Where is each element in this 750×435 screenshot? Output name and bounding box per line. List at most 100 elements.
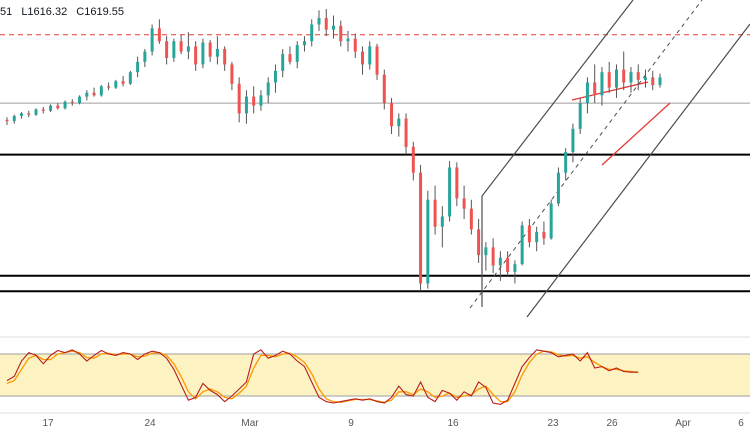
candle-body <box>542 231 546 239</box>
candle <box>564 148 568 181</box>
candle <box>12 114 16 124</box>
candle-body <box>440 216 444 227</box>
candle-body <box>70 101 74 104</box>
candle-body <box>223 48 227 65</box>
candle <box>339 20 343 47</box>
candle <box>165 36 169 65</box>
candle-body <box>571 128 575 153</box>
candle <box>34 108 38 116</box>
candle <box>99 85 103 97</box>
candle-body <box>208 42 212 57</box>
candle <box>462 185 466 220</box>
candle <box>368 41 372 70</box>
candle <box>448 161 452 222</box>
candle-body <box>477 229 481 256</box>
candle <box>411 141 415 181</box>
candle <box>215 36 219 65</box>
candle-body <box>629 72 633 83</box>
candle <box>295 41 299 69</box>
candle-body <box>535 231 539 243</box>
candle-body <box>20 113 24 116</box>
candle-body <box>5 119 9 122</box>
candle <box>172 38 176 62</box>
candle-body <box>215 48 219 57</box>
candle-body <box>302 41 306 46</box>
candle <box>556 167 560 207</box>
candle-body <box>56 105 60 109</box>
candle-body <box>658 77 662 86</box>
candle-body <box>49 105 53 111</box>
x-tick-label: Apr <box>675 418 691 429</box>
candle-body <box>339 25 343 42</box>
candle-body <box>361 51 365 65</box>
candle <box>252 86 256 114</box>
x-tick-label: 17 <box>42 418 54 429</box>
candle <box>157 19 161 44</box>
candle-body <box>179 41 183 52</box>
candle <box>92 87 96 97</box>
candle <box>658 73 662 88</box>
candle-body <box>404 118 408 147</box>
candle-body <box>186 46 190 52</box>
candle <box>498 251 502 281</box>
ohlc-fragment: 51 <box>0 6 13 18</box>
candle-body <box>390 103 394 127</box>
candle-body <box>107 86 111 88</box>
candle-body <box>201 42 205 65</box>
candle-body <box>150 28 154 52</box>
candle <box>346 30 350 52</box>
candle <box>179 34 183 55</box>
candle <box>491 238 495 274</box>
candle-body <box>121 81 125 84</box>
candle-body <box>411 146 415 173</box>
candle-body <box>469 208 473 230</box>
candle <box>107 82 111 91</box>
candle-body <box>273 70 277 83</box>
stoch-d-line <box>6 350 639 403</box>
candle <box>571 123 575 163</box>
ohlc-close: C1619.55 <box>76 6 124 18</box>
candle-body <box>498 257 502 266</box>
candle <box>578 97 582 134</box>
candle-body <box>34 109 38 115</box>
ohlc-low: L1616.32 <box>21 6 68 18</box>
candle <box>484 242 488 271</box>
candle <box>382 69 386 110</box>
candle <box>397 113 401 137</box>
candle-body <box>128 72 132 84</box>
candle <box>542 221 546 245</box>
candle <box>128 70 132 86</box>
candle <box>208 39 212 62</box>
candle <box>194 41 198 71</box>
candle <box>150 24 154 56</box>
stoch-k-line <box>6 349 639 405</box>
candle <box>310 19 314 47</box>
candle-body <box>614 69 618 88</box>
candle-body <box>368 46 372 65</box>
candle-body <box>564 152 568 173</box>
x-tick-label: 26 <box>606 418 618 429</box>
channel-mid-line <box>469 0 703 309</box>
candle <box>27 110 31 118</box>
candle-body <box>27 113 31 115</box>
candle <box>201 38 205 69</box>
candle <box>455 162 459 207</box>
candle-body <box>455 167 459 199</box>
candle-body <box>346 38 350 42</box>
channel-lower-line <box>526 23 750 318</box>
candle-body <box>622 69 626 83</box>
candle-body <box>41 109 45 111</box>
candle <box>230 61 234 91</box>
candle-body <box>600 72 604 96</box>
candle-body <box>281 54 285 71</box>
candle <box>5 117 9 125</box>
candle <box>281 48 285 78</box>
candle-body <box>332 25 335 30</box>
candle <box>527 219 531 248</box>
candle <box>622 51 626 91</box>
candle-body <box>651 77 655 86</box>
candle-body <box>549 203 553 239</box>
candle <box>651 70 655 91</box>
